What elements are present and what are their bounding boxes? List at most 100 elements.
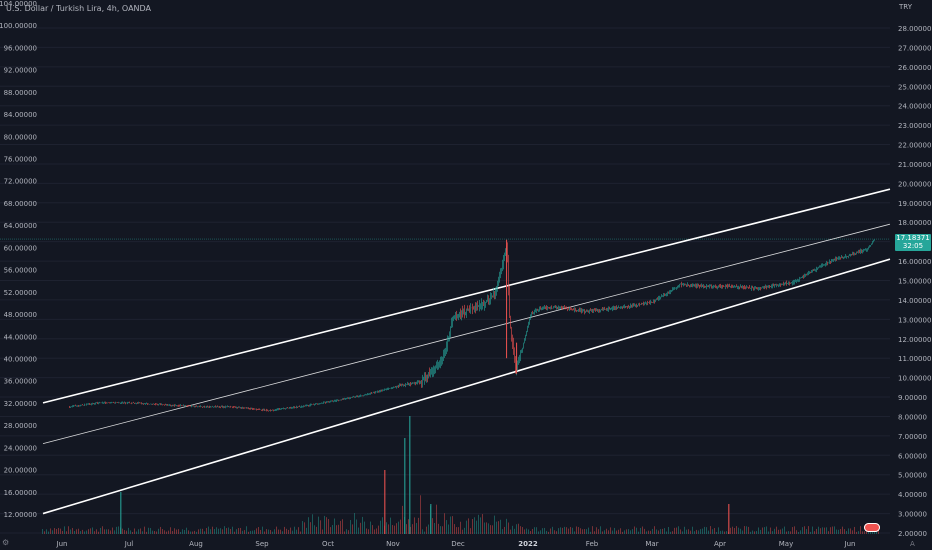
volume-bar <box>342 519 343 534</box>
volume-bar <box>414 517 415 534</box>
volume-bar <box>94 531 95 534</box>
volume-bar <box>636 527 637 534</box>
volume-bar <box>640 527 641 534</box>
volume-bar <box>548 531 549 534</box>
volume-bar <box>868 530 869 534</box>
volume-bar <box>470 528 471 534</box>
volume-bar <box>544 527 545 534</box>
volume-bar <box>802 527 803 534</box>
volume-bar <box>146 531 147 534</box>
volume-bar <box>448 524 449 534</box>
volume-bar <box>290 527 291 534</box>
volume-bar <box>844 529 845 534</box>
gear-icon[interactable]: ⚙ <box>2 538 10 547</box>
volume-bar <box>770 527 771 534</box>
volume-bar <box>478 514 479 534</box>
left-axis-tick: 80.00000 <box>4 133 37 141</box>
volume-bar <box>438 523 439 534</box>
volume-bar <box>664 528 665 534</box>
volume-bar <box>654 526 655 534</box>
volume-bar <box>210 529 211 534</box>
left-axis-tick: 40.00000 <box>4 355 37 363</box>
volume-bar <box>852 530 853 534</box>
volume-bar <box>784 526 785 534</box>
right-axis-tick: 20.00000 <box>898 180 931 188</box>
volume-bar <box>42 529 43 534</box>
volume-bar <box>468 518 469 534</box>
volume-bar <box>628 529 629 534</box>
volume-bar <box>756 530 757 534</box>
volume-bar <box>220 528 221 534</box>
volume-bar <box>858 531 859 534</box>
volume-bar <box>484 522 485 534</box>
auto-scale-button[interactable]: A <box>910 540 915 548</box>
volume-bar <box>662 528 663 534</box>
volume-bar <box>144 526 145 534</box>
volume-bar <box>308 517 309 534</box>
volume-bar <box>404 438 406 534</box>
volume-bar <box>274 529 275 534</box>
volume-bar <box>764 527 765 534</box>
volume-bar <box>722 530 723 534</box>
volume-bar <box>128 527 129 534</box>
volume-bar <box>804 526 805 534</box>
volume-bar <box>522 527 523 534</box>
right-axis-tick: 10.00000 <box>898 375 931 383</box>
volume-bar <box>252 530 253 534</box>
volume-bar <box>240 527 241 534</box>
volume-bar <box>170 527 171 534</box>
volume-bar <box>86 530 87 534</box>
volume-bar <box>198 529 199 534</box>
volume-bar <box>232 526 233 534</box>
volume-bar <box>134 528 135 534</box>
x-axis-tick: Apr <box>714 540 726 548</box>
volume-bar <box>320 520 321 534</box>
left-axis-tick: 16.00000 <box>4 489 37 497</box>
volume-bar <box>724 531 725 534</box>
right-axis-tick: 13.00000 <box>898 316 931 324</box>
volume-bar <box>106 529 107 534</box>
volume-bar <box>796 530 797 534</box>
volume-bar <box>428 524 429 534</box>
volume-bar <box>202 528 203 534</box>
volume-bar <box>262 526 263 534</box>
volume-bar <box>726 531 727 534</box>
volume-bar <box>846 530 847 534</box>
volume-bar <box>98 531 99 534</box>
volume-bar <box>178 529 179 534</box>
volume-bar <box>344 531 345 534</box>
volume-bar <box>400 519 401 534</box>
volume-bar <box>246 526 247 534</box>
volume-bar <box>350 520 351 534</box>
volume-bar <box>832 526 833 534</box>
volume-bar <box>322 529 323 534</box>
volume-bar <box>532 528 533 534</box>
volume-bar <box>576 526 577 534</box>
right-axis-tick: 28.00000 <box>898 25 931 33</box>
volume-bar <box>476 520 477 534</box>
x-axis-tick: Nov <box>386 540 400 548</box>
volume-bar <box>508 522 509 534</box>
volume-bar <box>432 518 433 534</box>
volume-bar <box>318 516 319 534</box>
volume-bar <box>136 531 137 534</box>
volume-bar <box>492 525 493 534</box>
flag-icon[interactable] <box>864 523 880 532</box>
volume-bar <box>650 530 651 534</box>
volume-bar <box>52 530 53 534</box>
right-axis-tick: 26.00000 <box>898 64 931 72</box>
last-price-tag: 17.18371 32:05 <box>895 234 931 251</box>
volume-bar <box>754 531 755 534</box>
volume-bar <box>180 531 181 534</box>
volume-bar <box>608 530 609 534</box>
volume-bar <box>388 524 389 534</box>
volume-bar <box>462 529 463 534</box>
volume-bar <box>550 528 551 534</box>
volume-bar <box>272 531 273 534</box>
volume-bar <box>234 531 235 534</box>
volume-bar <box>108 529 109 534</box>
x-axis-tick: Oct <box>322 540 334 548</box>
volume-bar <box>382 517 383 534</box>
volume-bar <box>864 531 865 534</box>
